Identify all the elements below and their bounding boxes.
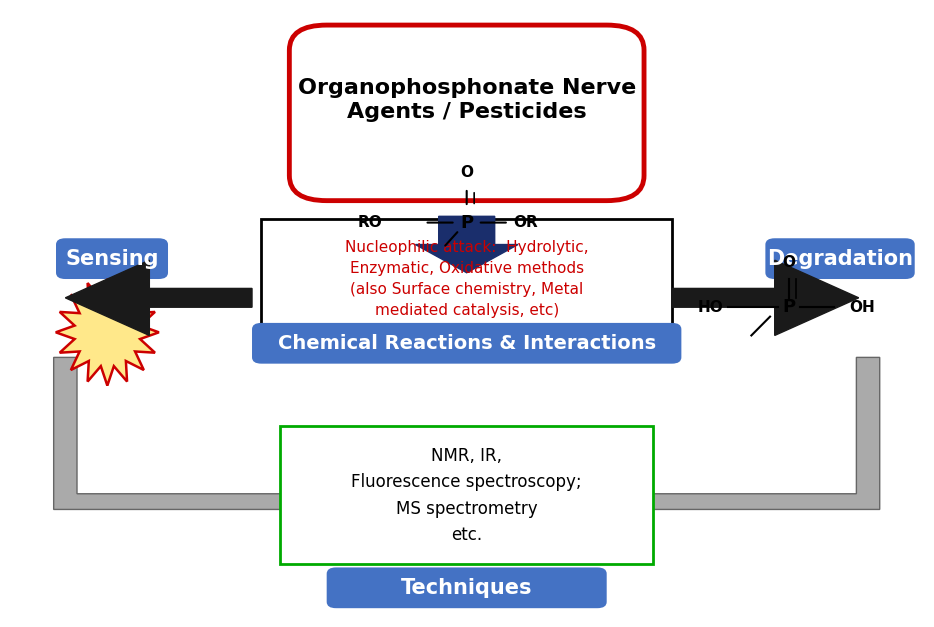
Text: NMR, IR,
Fluorescence spectroscopy;
MS spectrometry
etc.: NMR, IR, Fluorescence spectroscopy; MS s… bbox=[351, 446, 582, 544]
Polygon shape bbox=[612, 357, 880, 525]
Polygon shape bbox=[416, 216, 518, 273]
Text: OR: OR bbox=[514, 215, 538, 230]
FancyBboxPatch shape bbox=[262, 219, 672, 339]
Text: Organophosphonate Nerve
Agents / Pesticides: Organophosphonate Nerve Agents / Pestici… bbox=[298, 78, 636, 122]
Text: HO: HO bbox=[698, 300, 723, 315]
Polygon shape bbox=[53, 357, 322, 525]
Text: O: O bbox=[782, 255, 795, 270]
Text: P: P bbox=[782, 298, 795, 316]
FancyBboxPatch shape bbox=[765, 238, 914, 279]
Polygon shape bbox=[56, 279, 159, 386]
Text: RO: RO bbox=[358, 215, 383, 230]
Text: Chemical Reactions & Interactions: Chemical Reactions & Interactions bbox=[277, 334, 656, 353]
FancyBboxPatch shape bbox=[327, 567, 607, 608]
Text: Degradation: Degradation bbox=[767, 249, 913, 268]
FancyBboxPatch shape bbox=[252, 323, 682, 364]
Text: P: P bbox=[460, 214, 474, 231]
Polygon shape bbox=[65, 260, 252, 335]
Text: O: O bbox=[460, 165, 474, 180]
Polygon shape bbox=[672, 260, 858, 335]
FancyBboxPatch shape bbox=[56, 238, 168, 279]
Text: Techniques: Techniques bbox=[401, 578, 532, 598]
Text: OH: OH bbox=[849, 300, 875, 315]
FancyBboxPatch shape bbox=[290, 25, 644, 201]
Text: Sensing: Sensing bbox=[65, 249, 159, 268]
FancyBboxPatch shape bbox=[280, 426, 654, 564]
Text: Nucleophilic attack:  Hydrolytic,
Enzymatic, Oxidative methods
(also Surface che: Nucleophilic attack: Hydrolytic, Enzymat… bbox=[345, 240, 588, 318]
